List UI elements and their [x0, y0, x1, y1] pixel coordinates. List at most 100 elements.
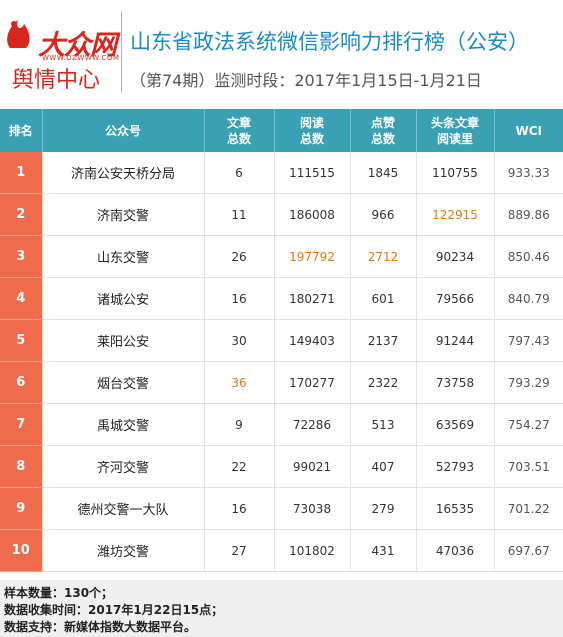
headline-cell: 52793	[415, 445, 494, 488]
rank-cell: 9	[0, 487, 42, 530]
rank-cell: 8	[0, 445, 42, 488]
table-row: 9 德州交警一大队 16 73038 279 16535 701.22	[0, 487, 563, 530]
col-header-headline-line1: 头条文章	[430, 115, 479, 130]
likes-cell: 2322	[349, 361, 416, 404]
likes-cell: 407	[349, 445, 416, 488]
col-header-articles-line1: 文章	[226, 115, 251, 130]
articles-cell: 30	[203, 319, 274, 362]
wci-cell: 793.29	[493, 361, 563, 404]
likes-cell: 279	[349, 487, 416, 530]
wci-cell: 703.51	[493, 445, 563, 488]
likes-cell: 431	[349, 529, 416, 572]
table-row: 6 烟台交警 36 170277 2322 73758 793.29	[0, 361, 563, 404]
headline-cell: 91244	[415, 319, 494, 362]
reads-cell: 186008	[273, 193, 350, 236]
articles-cell: 16	[203, 487, 274, 530]
table-row: 8 齐河交警 22 99021 407 52793 703.51	[0, 445, 563, 488]
flame-icon	[7, 20, 30, 48]
col-header-headline: 头条文章 阅读里	[415, 109, 494, 152]
headline-cell: 122915	[415, 193, 494, 236]
account-name-cell: 齐河交警	[41, 445, 204, 488]
col-header-likes-line1: 点赞	[370, 115, 395, 130]
reads-cell: 170277	[273, 361, 350, 404]
likes-cell: 2137	[349, 319, 416, 362]
reads-cell: 99021	[273, 445, 350, 488]
page-header: 大众网 WWW.DZWWW.COM 舆情中心 山东省政法系统微信影响力排行榜（公…	[0, 0, 563, 109]
account-name-cell: 禹城交警	[41, 403, 204, 446]
footer-sample-count: 样本数量：130个；	[4, 586, 114, 600]
articles-cell: 22	[203, 445, 274, 488]
articles-cell: 6	[203, 152, 274, 194]
col-header-reads-line1: 阅读	[299, 115, 324, 130]
headline-cell: 63569	[415, 403, 494, 446]
wci-cell: 840.79	[493, 277, 563, 320]
table-row: 2 济南交警 11 186008 966 122915 889.86	[0, 193, 563, 236]
wci-cell: 697.67	[493, 529, 563, 572]
rank-cell: 2	[0, 193, 42, 236]
table-row: 3 山东交警 26 197792 2712 90234 850.46	[0, 235, 563, 278]
likes-cell: 966	[349, 193, 416, 236]
col-header-headline-line2: 阅读里	[436, 131, 473, 146]
col-header-likes-line2: 总数	[370, 131, 395, 146]
reads-cell: 73038	[273, 487, 350, 530]
col-header-articles: 文章 总数	[203, 109, 274, 152]
col-header-name: 公众号	[41, 109, 204, 152]
rank-cell: 1	[0, 152, 42, 194]
wci-cell: 933.33	[493, 152, 563, 194]
rank-cell: 10	[0, 529, 42, 572]
table-row: 1 济南公安天桥分局 6 111515 1845 110755 933.33	[0, 152, 563, 194]
rank-cell: 7	[0, 403, 42, 446]
wci-cell: 701.22	[493, 487, 563, 530]
logo-url-text: WWW.DZWWW.COM	[42, 54, 120, 62]
page-title: 山东省政法系统微信影响力排行榜（公安）	[130, 30, 529, 54]
footer-data-support: 数据支持：新媒体指数大数据平台。	[4, 620, 197, 634]
col-header-likes: 点赞 总数	[349, 109, 416, 152]
logo-sub-text: 舆情中心	[12, 68, 101, 93]
table-row: 10 潍坊交警 27 101802 431 47036 697.67	[0, 529, 563, 572]
account-name-cell: 山东交警	[41, 235, 204, 278]
articles-cell: 16	[203, 277, 274, 320]
headline-cell: 79566	[415, 277, 494, 320]
account-name-cell: 济南公安天桥分局	[41, 152, 204, 194]
reads-cell: 149403	[273, 319, 350, 362]
articles-cell: 27	[203, 529, 274, 572]
wci-cell: 754.27	[493, 403, 563, 446]
account-name-cell: 烟台交警	[41, 361, 204, 404]
ranking-table: 排名 公众号 文章 总数 阅读 总数 点赞 总数 头条文章 阅读里 WCI 1 济南公安…	[0, 109, 563, 572]
rank-cell: 6	[0, 361, 42, 404]
logo-brand-text: 大众网	[38, 30, 117, 61]
col-header-reads: 阅读 总数	[273, 109, 350, 152]
rank-cell: 4	[0, 277, 42, 320]
articles-cell: 11	[203, 193, 274, 236]
likes-cell: 2712	[349, 235, 416, 278]
articles-cell: 26	[203, 235, 274, 278]
account-name-cell: 诸城公安	[41, 277, 204, 320]
likes-cell: 1845	[349, 152, 416, 194]
account-name-cell: 济南交警	[41, 193, 204, 236]
reads-cell: 197792	[273, 235, 350, 278]
rank-cell: 5	[0, 319, 42, 362]
rank-cell: 3	[0, 235, 42, 278]
headline-cell: 47036	[415, 529, 494, 572]
col-header-articles-line2: 总数	[226, 131, 251, 146]
headline-cell: 16535	[415, 487, 494, 530]
headline-cell: 73758	[415, 361, 494, 404]
articles-cell: 36	[203, 361, 274, 404]
wci-cell: 850.46	[493, 235, 563, 278]
table-row: 7 禹城交警 9 72286 513 63569 754.27	[0, 403, 563, 446]
reads-cell: 111515	[273, 152, 350, 194]
col-header-wci: WCI	[493, 109, 563, 152]
footer-notes: 样本数量：130个； 数据收集时间：2017年1月22日15点； 数据支持：新媒…	[0, 580, 563, 637]
headline-cell: 90234	[415, 235, 494, 278]
footer-collection-time: 数据收集时间：2017年1月22日15点；	[4, 603, 224, 617]
page-subtitle: （第74期）监测时段：2017年1月15日-1月21日	[130, 71, 482, 90]
account-name-cell: 德州交警一大队	[41, 487, 204, 530]
col-header-rank: 排名	[0, 109, 42, 152]
account-name-cell: 莱阳公安	[41, 319, 204, 362]
header-divider	[121, 12, 122, 92]
wci-cell: 889.86	[493, 193, 563, 236]
wci-cell: 797.43	[493, 319, 563, 362]
headline-cell: 110755	[415, 152, 494, 194]
brand-logo: 大众网 WWW.DZWWW.COM	[0, 10, 120, 62]
table-header-row: 排名 公众号 文章 总数 阅读 总数 点赞 总数 头条文章 阅读里 WCI	[0, 109, 563, 152]
